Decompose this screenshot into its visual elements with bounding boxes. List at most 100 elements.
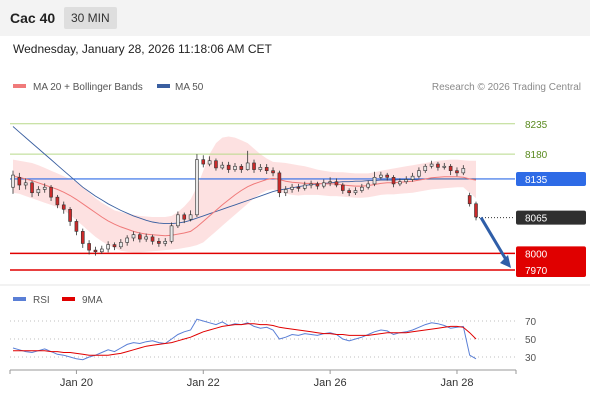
rsi-ma-legend-swatch [62,297,75,301]
candle [68,208,72,222]
candle [131,234,136,239]
candle [163,240,168,244]
candle [80,231,85,244]
candle [455,170,459,174]
candle [125,237,129,243]
candle [283,189,288,194]
x-tick-label: Jan 22 [187,377,220,389]
instrument-title: Cac 40 [10,10,56,26]
candle [30,182,34,194]
candle [398,181,402,185]
pivot-label-8135: 8135 [525,175,548,186]
candle [442,165,447,168]
candle [138,234,142,240]
candle [461,168,466,174]
last-price-tag [516,210,586,225]
support-label-7970: 7970 [525,266,548,277]
candle [315,183,320,187]
rsi-tick-70: 70 [525,317,537,328]
candle [233,165,237,170]
candle [379,174,383,178]
candle [448,165,453,171]
candle [226,164,231,170]
candle [239,165,244,170]
candle [214,160,218,169]
ma50-legend-swatch [157,84,170,88]
rsi-ma-line [13,323,477,356]
candle [290,186,294,190]
rsi-line [12,318,477,361]
rsi-legend-label: RSI [33,295,50,306]
candle [42,186,47,190]
credit-label: Research © 2026 Trading Central [432,82,581,93]
ma50-legend-label: MA 50 [175,82,204,93]
candle [74,221,79,232]
candle [23,182,28,186]
candle [99,248,104,253]
candle [360,186,364,191]
candle [61,204,66,210]
pivot-tag [516,171,586,186]
rsi-tick-30: 30 [525,353,537,364]
last-price-label: 8065 [525,214,548,225]
candle [429,163,434,167]
x-tick-label: Jan 20 [60,377,93,389]
candle [188,214,193,220]
price-panel: 8235 8180 8135 8065 8000 7970 [10,120,586,277]
candle [309,183,313,186]
resistance-label-8235: 8235 [525,120,548,131]
candle [207,160,212,165]
candle [201,159,206,165]
candle [195,159,199,216]
resistance-label-8180: 8180 [525,150,548,161]
candle [252,162,256,170]
x-tick-label: Jan 26 [314,377,347,389]
ma50-line [12,126,476,225]
timeframe-button[interactable]: 30 MIN [64,7,117,29]
candle [11,174,15,188]
candle [366,183,370,188]
candle [353,190,358,194]
candle [258,167,263,170]
candle [436,163,440,168]
candle [264,167,269,171]
rsi-panel: 70 50 30 [10,317,537,364]
candle [119,242,123,248]
support-tag [516,246,586,277]
ma20-legend-label: MA 20 + Bollinger Bands [33,82,143,93]
candle [112,244,117,248]
candle [87,243,91,251]
candle [385,174,390,178]
candle [277,172,282,194]
candle [347,190,351,194]
candle [391,176,396,185]
candle [410,175,415,180]
bollinger-band [13,136,476,253]
candle [157,240,161,244]
x-tick-label: Jan 28 [440,377,473,389]
candle [296,186,301,189]
candle [106,244,110,250]
candle [93,249,98,253]
candle [182,214,187,220]
forecast-arrow-shaft [479,216,510,264]
candle [372,176,377,185]
support-label-8000: 8000 [525,249,548,260]
candle [169,225,174,242]
candle [150,236,155,242]
top-bar: Cac 40 30 MIN [0,0,590,36]
candle [36,189,41,194]
candle [341,184,345,191]
candle [245,162,250,170]
candle [474,203,478,218]
candle [302,184,307,189]
forecast-arrow-head [500,254,511,268]
candle [404,179,409,183]
ma20-legend-swatch [13,84,26,88]
candle [417,170,421,177]
candle [220,164,225,169]
rsi-ma-legend-label: 9MA [82,295,103,306]
rsi-tick-50: 50 [525,335,537,346]
candle [423,165,428,171]
